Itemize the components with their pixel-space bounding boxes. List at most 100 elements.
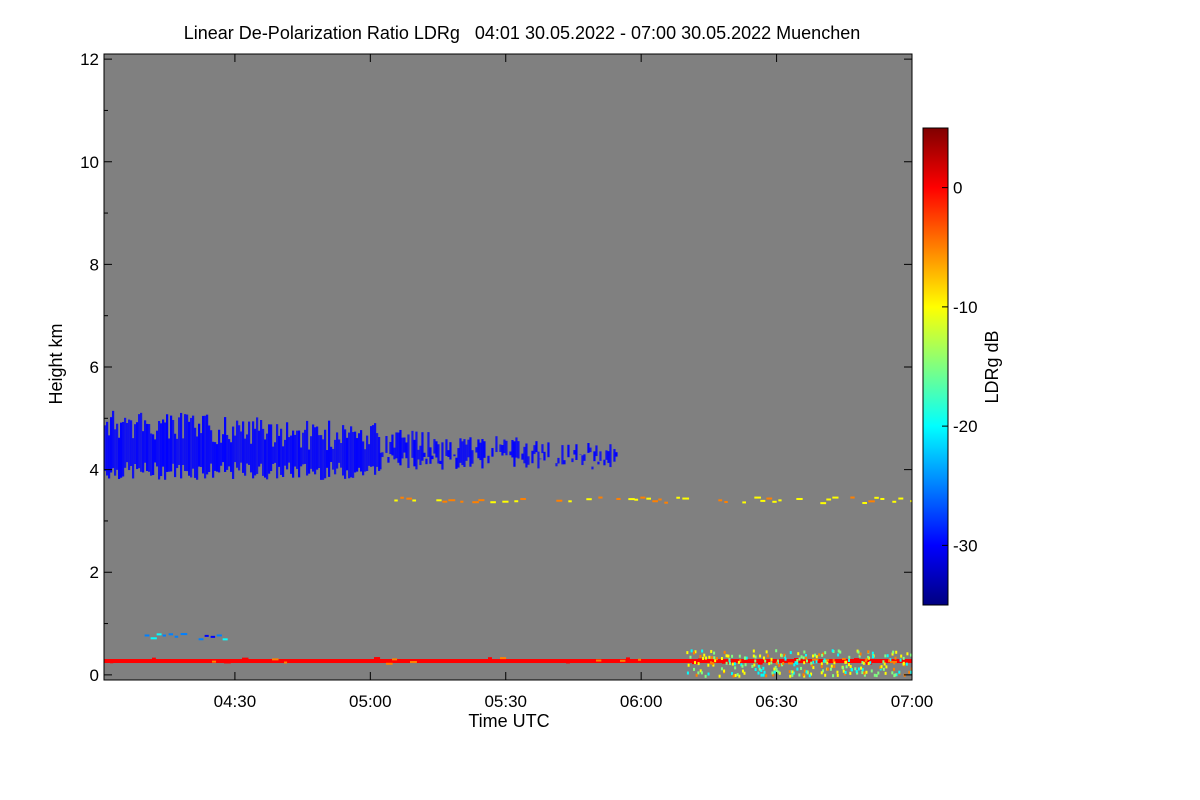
layer-speck [182,659,188,662]
noise-speck [857,667,860,671]
y-tick-label: 2 [90,563,99,582]
cloud-column [288,437,291,463]
cloud-column [180,412,183,479]
noise-speck [734,666,737,670]
layer-speck [144,634,150,637]
cloud-column [124,417,127,468]
cloud-column [535,441,538,453]
noise-speck [734,674,737,678]
noise-speck [753,663,756,667]
noise-speck [821,669,824,673]
noise-speck [751,664,754,668]
cloud-column [194,427,197,478]
cloud-column [441,442,444,470]
layer-speck [400,496,404,499]
cloud-column [539,458,542,460]
cloud-column [372,425,375,467]
noise-speck [908,670,911,674]
cloud-column [469,437,472,467]
cloud-column [154,439,157,463]
noise-speck [775,669,778,673]
layer-speck [398,659,402,662]
noise-speck [910,670,912,674]
layer-speck [436,499,442,502]
cloud-column [116,423,119,470]
layer-speck [598,496,603,499]
layer-speck [472,501,479,504]
cloud-column [278,435,281,467]
y-tick-label: 6 [90,358,99,377]
cloud-column [368,444,371,466]
cloud-column [268,424,271,474]
noise-speck [803,661,806,665]
noise-speck [700,671,703,675]
noise-speck [760,673,763,677]
cloud-column [378,437,381,471]
layer-speck [842,657,846,660]
noise-speck [815,660,818,664]
cloud-column [583,454,586,461]
noise-speck [736,673,739,677]
cloud-column [358,433,361,468]
noise-speck [826,661,829,665]
cloud-column [256,417,259,474]
noise-speck [765,674,768,678]
layer-speck [566,661,570,664]
cloud-column [525,443,528,468]
cloud-column [537,451,540,469]
layer-speck [646,497,651,500]
noise-speck [910,667,912,671]
layer-speck [556,499,563,502]
noise-speck [771,671,774,675]
noise-speck [821,653,824,657]
cloud-column [324,429,327,479]
cloud-column [403,437,406,453]
cloud-column [282,446,285,478]
cloud-column [270,424,273,472]
noise-speck [836,673,839,677]
cloud-column [491,447,494,457]
cloud-column [244,438,247,476]
layer-speck [722,661,728,664]
noise-speck [775,649,778,653]
layer-speck [640,496,646,499]
cloud-column [547,442,550,458]
noise-speck [687,663,690,667]
cloud-column [164,422,167,480]
cloud-column [555,463,558,467]
cloud-column [218,429,221,473]
noise-speck [849,664,852,668]
layer-speck [628,498,635,501]
cloud-column [328,420,331,477]
cloud-column [605,450,608,460]
noise-speck [804,654,807,658]
cloud-column [254,428,257,476]
cloud-column [178,417,181,465]
noise-speck [727,654,730,658]
cloud-column [232,426,235,479]
noise-speck [794,661,797,665]
cloud-column [158,421,161,480]
x-tick-label: 06:30 [755,692,798,711]
cloud-column [421,432,424,461]
noise-speck [854,667,857,671]
cloud-feature [379,429,618,470]
noise-speck [758,667,761,671]
cloud-column [130,420,133,467]
cloud-column [340,443,343,468]
cloud-column [140,412,143,472]
cloud-column [505,440,508,456]
noise-speck [820,671,823,675]
noise-speck [744,656,747,660]
cloud-column [240,431,243,463]
noise-speck [898,670,901,674]
cloud-column [433,439,436,454]
y-axis-label: Height km [46,323,66,404]
x-tick-label: 07:00 [891,692,934,711]
cloud-column [503,439,506,454]
noise-speck [824,659,827,663]
cloud-column [587,442,590,453]
cloud-column [459,438,462,463]
cloud-column [200,433,203,468]
layer-speck [410,661,417,664]
